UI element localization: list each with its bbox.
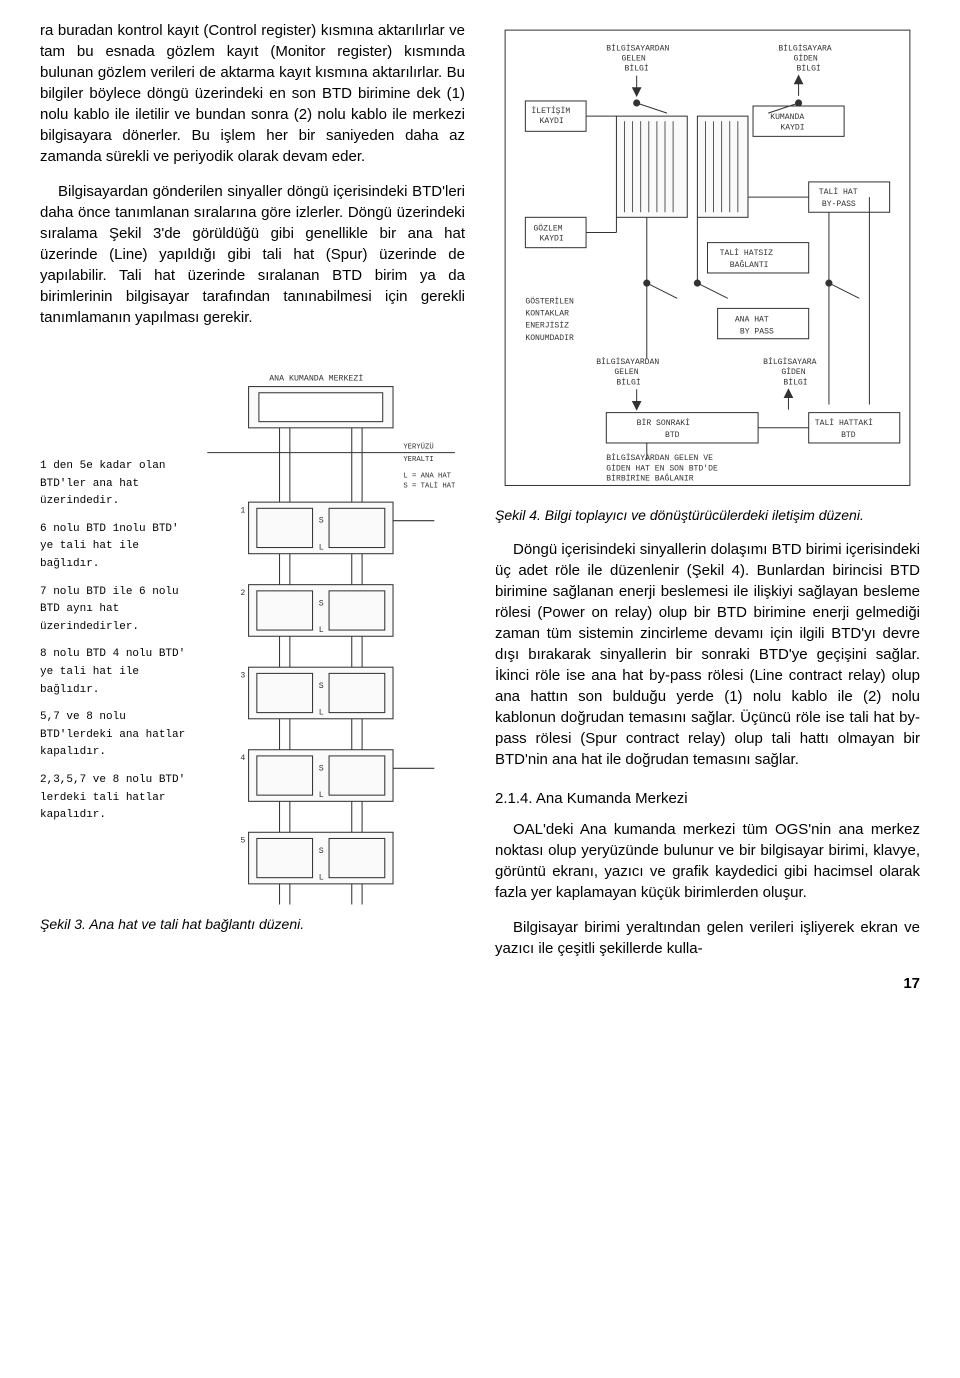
svg-text:GELEN: GELEN (621, 54, 645, 63)
svg-text:L: L (318, 791, 323, 800)
figure4-diagram: BİLGİSAYARDAN GELEN BİLGİ BİLGİSAYARA Gİ… (495, 20, 920, 496)
svg-text:S: S (318, 599, 323, 608)
svg-text:5: 5 (240, 837, 245, 846)
section-heading-214: 2.1.4. Ana Kumanda Merkezi (495, 788, 920, 809)
svg-text:BİLGİSAYARDAN GELEN VE: BİLGİSAYARDAN GELEN VE (606, 454, 713, 463)
svg-text:BİLGİSAYARDAN: BİLGİSAYARDAN (596, 358, 659, 367)
fig3-sidelabel-2: 6 nolu BTD 1nolu BTD' ye tali hat ile ba… (40, 521, 189, 574)
svg-text:BİLGİSAYARA: BİLGİSAYARA (763, 358, 816, 367)
svg-text:L: L (318, 874, 323, 883)
svg-text:4: 4 (240, 754, 245, 763)
svg-text:KAYDI: KAYDI (780, 123, 804, 132)
svg-text:ANA HAT: ANA HAT (735, 316, 769, 325)
svg-text:ENERJİSİZ: ENERJİSİZ (525, 322, 569, 331)
figure3-diagram: ANA KUMANDA MERKEZİ YERYÜZÜ YERALTI (197, 368, 465, 905)
svg-text:KONUMDADIR: KONUMDADIR (525, 334, 574, 343)
left-paragraph-2: Bilgisayardan gönderilen sinyaller döngü… (40, 181, 465, 328)
svg-text:KAYDI: KAYDI (540, 117, 564, 126)
svg-text:GİDEN: GİDEN (781, 368, 805, 377)
fig3-title: ANA KUMANDA MERKEZİ (269, 372, 363, 383)
svg-text:TALİ HAT: TALİ HAT (819, 188, 858, 197)
figure4-diagram-wrap: BİLGİSAYARDAN GELEN BİLGİ BİLGİSAYARA Gİ… (495, 20, 920, 496)
svg-text:GÖSTERİLEN: GÖSTERİLEN (525, 297, 574, 306)
svg-text:KONTAKLAR: KONTAKLAR (525, 309, 569, 318)
fig3-sidelabel-5: 5,7 ve 8 nolu BTD'lerdeki ana hatlar kap… (40, 709, 189, 762)
fig3-legend-yeralti: YERALTI (403, 456, 433, 464)
svg-text:BİLGİ: BİLGİ (797, 65, 821, 74)
svg-text:GİDEN HAT EN SON BTD'DE: GİDEN HAT EN SON BTD'DE (606, 464, 718, 473)
fig3-sidelabel-3: 7 nolu BTD ile 6 nolu BTD aynı hat üzeri… (40, 584, 189, 637)
fig3-legend-yeryuzu: YERYÜZÜ (403, 442, 433, 451)
svg-text:BİLGİ: BİLGİ (625, 65, 649, 74)
fig3-sidelabel-1: 1 den 5e kadar olan BTD'ler ana hat üzer… (40, 458, 189, 511)
svg-text:1: 1 (240, 506, 245, 515)
svg-text:3: 3 (240, 672, 245, 681)
svg-text:GELEN: GELEN (614, 368, 638, 377)
svg-text:L: L (318, 626, 323, 635)
svg-text:GÖZLEM: GÖZLEM (533, 224, 562, 233)
left-paragraph-1: ra buradan kontrol kayıt (Control regist… (40, 20, 465, 167)
svg-text:L: L (318, 709, 323, 718)
svg-text:GİDEN: GİDEN (794, 54, 818, 63)
figure3-caption: Şekil 3. Ana hat ve tali hat bağlantı dü… (40, 915, 465, 935)
svg-text:TALİ HATTAKİ: TALİ HATTAKİ (815, 419, 873, 428)
svg-text:BY PASS: BY PASS (740, 328, 774, 337)
figure4-caption: Şekil 4. Bilgi toplayıcı ve dönüştürücül… (495, 506, 920, 526)
svg-text:BİLGİSAYARDAN: BİLGİSAYARDAN (606, 44, 669, 53)
page-number: 17 (495, 973, 920, 994)
svg-text:BİRBİRİNE BAĞLANIR: BİRBİRİNE BAĞLANIR (606, 473, 693, 483)
fig3-sidelabel-4: 8 nolu BTD 4 nolu BTD' ye tali hat ile b… (40, 646, 189, 699)
figure3-block: 1 den 5e kadar olan BTD'ler ana hat üzer… (40, 368, 465, 905)
svg-text:L: L (318, 544, 323, 553)
page-columns: ra buradan kontrol kayıt (Control regist… (40, 20, 920, 994)
svg-text:KUMANDA: KUMANDA (770, 113, 804, 122)
svg-text:S: S (318, 847, 323, 856)
svg-text:S: S (318, 517, 323, 526)
svg-text:BİLGİ: BİLGİ (616, 378, 640, 387)
svg-text:BAĞLANTI: BAĞLANTI (730, 260, 769, 270)
svg-text:BİLGİ: BİLGİ (783, 378, 807, 387)
svg-text:BTD: BTD (665, 431, 680, 440)
figure3-side-labels: 1 den 5e kadar olan BTD'ler ana hat üzer… (40, 368, 189, 905)
svg-text:İLETİŞİM: İLETİŞİM (531, 107, 570, 116)
right-column: BİLGİSAYARDAN GELEN BİLGİ BİLGİSAYARA Gİ… (495, 20, 920, 994)
right-paragraph-3: Bilgisayar birimi yeraltından gelen veri… (495, 917, 920, 959)
right-paragraph-1: Döngü içerisindeki sinyallerin dolaşımı … (495, 539, 920, 770)
fig3-legend-l: L = ANA HAT (403, 472, 451, 480)
figure4-caption-text: Şekil 4. Bilgi toplayıcı ve dönüştürücül… (495, 507, 864, 523)
svg-text:BTD: BTD (841, 431, 856, 440)
svg-text:BİLGİSAYARA: BİLGİSAYARA (778, 44, 831, 53)
figure3-diagram-wrap: ANA KUMANDA MERKEZİ YERYÜZÜ YERALTI (197, 368, 465, 905)
left-column: ra buradan kontrol kayıt (Control regist… (40, 20, 465, 994)
svg-text:S: S (318, 682, 323, 691)
fig3-sidelabel-6: 2,3,5,7 ve 8 nolu BTD' lerdeki tali hatl… (40, 772, 189, 825)
svg-text:2: 2 (240, 589, 245, 598)
svg-text:BY-PASS: BY-PASS (822, 200, 856, 209)
svg-text:TALİ HATSIZ: TALİ HATSIZ (720, 249, 773, 258)
svg-text:KAYDI: KAYDI (540, 235, 564, 244)
svg-text:S: S (318, 764, 323, 773)
fig3-legend-s: S = TALİ HAT (403, 482, 456, 491)
right-paragraph-2: OAL'deki Ana kumanda merkezi tüm OGS'nin… (495, 819, 920, 903)
svg-text:BİR SONRAKİ: BİR SONRAKİ (637, 419, 690, 428)
